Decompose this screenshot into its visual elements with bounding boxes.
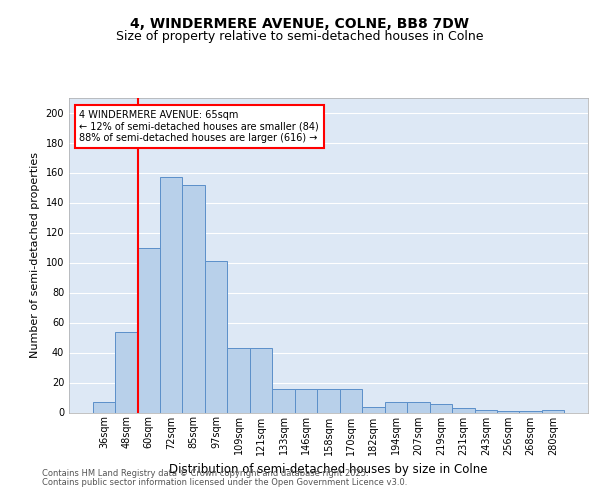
Text: Size of property relative to semi-detached houses in Colne: Size of property relative to semi-detach…: [116, 30, 484, 43]
Bar: [520, 411, 542, 412]
Text: Contains HM Land Registry data © Crown copyright and database right 2025.: Contains HM Land Registry data © Crown c…: [42, 469, 368, 478]
Bar: [160, 177, 182, 412]
Bar: [295, 388, 317, 412]
Bar: [250, 348, 272, 412]
Bar: [227, 348, 250, 412]
Bar: [137, 248, 160, 412]
Bar: [317, 388, 340, 412]
Text: 4 WINDERMERE AVENUE: 65sqm
← 12% of semi-detached houses are smaller (84)
88% of: 4 WINDERMERE AVENUE: 65sqm ← 12% of semi…: [79, 110, 319, 144]
Bar: [452, 408, 475, 412]
Bar: [92, 402, 115, 412]
Bar: [205, 261, 227, 412]
Bar: [385, 402, 407, 412]
Bar: [497, 411, 520, 412]
Y-axis label: Number of semi-detached properties: Number of semi-detached properties: [30, 152, 40, 358]
Text: 4, WINDERMERE AVENUE, COLNE, BB8 7DW: 4, WINDERMERE AVENUE, COLNE, BB8 7DW: [131, 18, 470, 32]
Bar: [430, 404, 452, 412]
Bar: [475, 410, 497, 412]
Bar: [340, 388, 362, 412]
Bar: [115, 332, 137, 412]
Bar: [272, 388, 295, 412]
Bar: [182, 184, 205, 412]
Bar: [542, 410, 565, 412]
X-axis label: Distribution of semi-detached houses by size in Colne: Distribution of semi-detached houses by …: [169, 463, 488, 476]
Bar: [362, 406, 385, 412]
Bar: [407, 402, 430, 412]
Text: Contains public sector information licensed under the Open Government Licence v3: Contains public sector information licen…: [42, 478, 407, 487]
